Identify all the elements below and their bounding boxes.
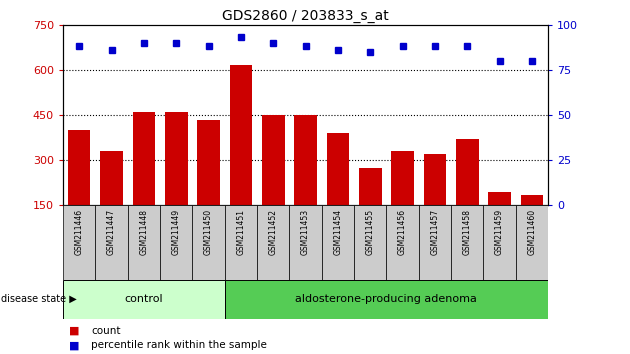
Text: GSM211454: GSM211454 [333,209,342,255]
Text: GSM211460: GSM211460 [527,209,536,255]
Bar [68,130,91,205]
Bar [326,133,349,205]
Text: GSM211453: GSM211453 [301,209,310,255]
Bar [294,115,317,205]
Text: ■: ■ [69,340,80,350]
Text: GSM211457: GSM211457 [430,209,439,255]
Bar [391,151,414,205]
Text: GSM211456: GSM211456 [398,209,407,255]
Bar [386,205,419,280]
Bar [456,139,479,205]
Bar [229,65,252,205]
Bar [100,151,123,205]
Bar [451,205,483,280]
Text: GSM211459: GSM211459 [495,209,504,255]
Bar [516,205,548,280]
Bar [289,205,322,280]
Text: aldosterone-producing adenoma: aldosterone-producing adenoma [295,294,478,304]
Text: GSM211447: GSM211447 [107,209,116,255]
Text: GSM211455: GSM211455 [366,209,375,255]
Bar [520,195,543,205]
Text: count: count [91,326,121,336]
Text: GSM211450: GSM211450 [204,209,213,255]
Bar [128,205,160,280]
Bar [225,280,548,319]
Bar [132,112,155,205]
Bar [225,205,257,280]
Bar [262,115,285,205]
Bar [63,280,225,319]
Bar [488,192,511,205]
Text: GSM211449: GSM211449 [172,209,181,255]
Text: GSM211446: GSM211446 [75,209,84,255]
Text: GSM211448: GSM211448 [139,209,148,255]
Bar [165,112,188,205]
Bar [160,205,192,280]
Bar [483,205,516,280]
Bar [192,205,225,280]
Text: GSM211452: GSM211452 [269,209,278,255]
Bar [197,120,220,205]
Text: control: control [125,294,163,304]
Bar [359,168,382,205]
Bar [257,205,289,280]
Text: GSM211458: GSM211458 [463,209,472,255]
Text: GDS2860 / 203833_s_at: GDS2860 / 203833_s_at [222,9,389,23]
Bar [423,154,446,205]
Bar [354,205,386,280]
Bar [63,205,95,280]
Text: GSM211451: GSM211451 [236,209,245,255]
Bar [419,205,451,280]
Text: ■: ■ [69,326,80,336]
Text: disease state ▶: disease state ▶ [1,294,76,304]
Text: percentile rank within the sample: percentile rank within the sample [91,340,267,350]
Bar [95,205,128,280]
Bar [322,205,354,280]
